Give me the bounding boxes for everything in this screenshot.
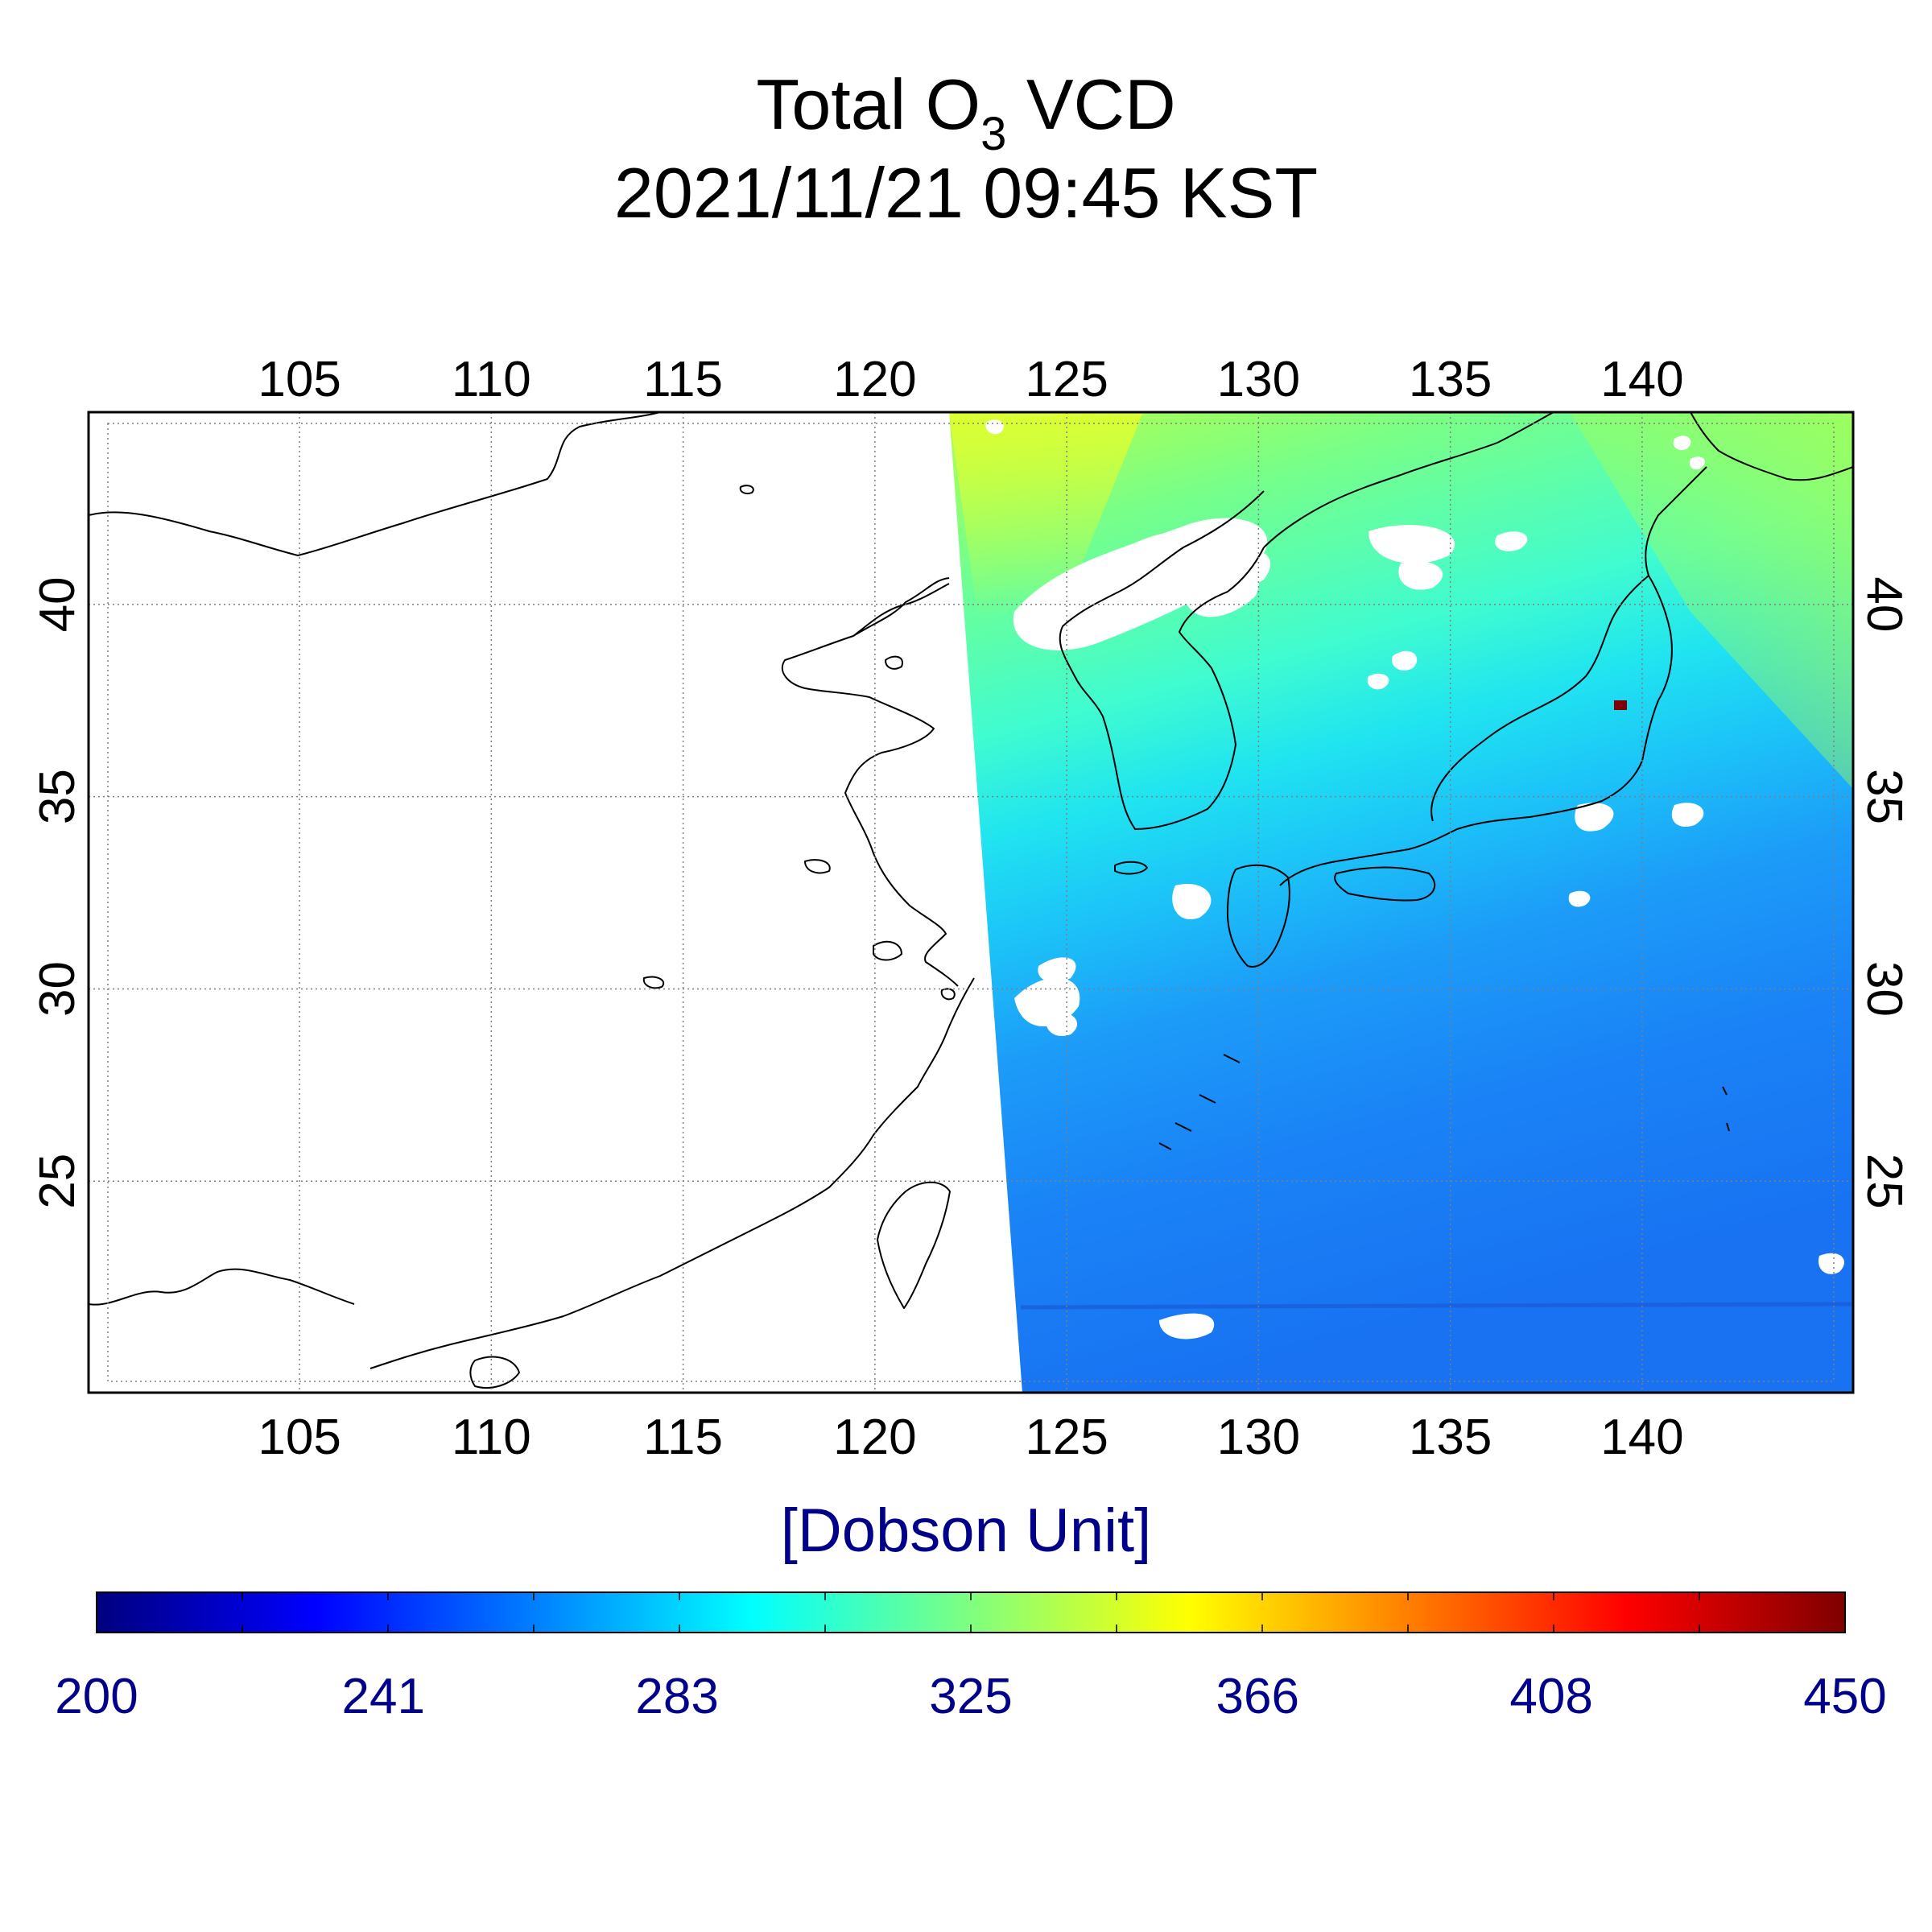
- coastline-sakhalin-hokkaido: [1690, 412, 1853, 481]
- lon-tick-label: 105: [258, 1410, 341, 1465]
- coastline-shikoku: [1334, 866, 1436, 902]
- coastline-izu-islands: [1722, 1086, 1730, 1132]
- ozone-field: [949, 412, 1853, 1393]
- lat-tick-label: 30: [30, 961, 85, 1017]
- satellite-swath: [949, 412, 1853, 1393]
- coastline-jeju: [1114, 861, 1148, 875]
- map-datetime: 2021/11/21 09:45 KST: [613, 153, 1319, 233]
- coastline-inland-lake: [642, 976, 665, 989]
- coastline-liaodong-bohai: [781, 577, 959, 987]
- colorbar: [96, 1591, 1846, 1633]
- lon-tick-label: 130: [1217, 352, 1300, 407]
- lon-tick-label: 125: [1025, 352, 1108, 407]
- lat-tick-label: 25: [1856, 1154, 1912, 1209]
- lon-tick-labels-bottom: 105 110 115 120 125 130 135 140: [258, 1410, 1683, 1465]
- swath-high-ozone-northeast: [1570, 412, 1853, 789]
- colorbar-ticks: [242, 1592, 1700, 1633]
- cloud-patch: [1671, 803, 1704, 828]
- lat-tick-label: 35: [1856, 769, 1912, 824]
- cloud-patch: [1689, 456, 1706, 470]
- cloud-patch: [1367, 673, 1389, 690]
- cloud-patch: [1182, 898, 1203, 915]
- coastline-indochina-north: [89, 1268, 355, 1306]
- coastline-honshu: [1279, 466, 1707, 886]
- swath-scan-line: [1020, 1302, 1853, 1310]
- colorbar-tick-label: 325: [929, 1669, 1013, 1724]
- lon-tick-label: 110: [452, 1410, 531, 1465]
- colorbar-tick-label: 450: [1803, 1669, 1887, 1724]
- cloud-patch: [1013, 518, 1268, 650]
- map-frame: [87, 411, 1855, 1394]
- colorbar-unit-label: [Dobson Unit]: [780, 1496, 1152, 1565]
- map-title: Total O3 VCD: [0, 69, 1932, 158]
- lat-tick-label: 40: [30, 576, 85, 632]
- coastlines: [89, 412, 1853, 1389]
- cloud-patch: [1046, 1012, 1078, 1037]
- lon-tick-label: 140: [1600, 352, 1683, 407]
- coastline-taihu: [873, 940, 902, 961]
- lon-tick-label: 115: [643, 1410, 723, 1465]
- cloud-patch: [1159, 1313, 1215, 1340]
- cloud-patch: [1392, 650, 1418, 671]
- lon-tick-labels-top: 105 110 115 120 125 130 135 140: [258, 352, 1683, 407]
- title-prefix: Total O: [756, 64, 981, 144]
- cloud-patch: [1398, 561, 1443, 590]
- coastline-shandong: [852, 583, 950, 637]
- lon-tick-label: 140: [1600, 1410, 1683, 1465]
- coastline-hainan: [469, 1356, 520, 1389]
- cloud-patch: [1575, 803, 1614, 832]
- graticule: [89, 412, 1853, 1393]
- coastline-honshu-north: [1430, 575, 1649, 822]
- lon-tick-label: 105: [258, 352, 341, 407]
- lon-tick-label: 125: [1025, 1410, 1108, 1465]
- lon-tick-label: 135: [1409, 352, 1492, 407]
- cloud-patch: [985, 419, 1004, 435]
- title-subscript: 3: [980, 108, 1007, 160]
- swath-high-ozone-northwest: [949, 412, 1143, 620]
- coastline-kyushu: [1227, 864, 1290, 968]
- lon-tick-label: 135: [1409, 1410, 1492, 1465]
- coastline-ryukyu: [1158, 1054, 1241, 1150]
- cloud-patch: [1368, 524, 1455, 564]
- lon-tick-label: 120: [833, 352, 916, 407]
- lat-tick-label: 40: [1856, 576, 1912, 632]
- cloud-patch: [1495, 531, 1528, 551]
- lat-tick-label: 25: [30, 1154, 85, 1209]
- coastline-bohai-islands: [885, 655, 903, 670]
- cloud-gaps: [985, 419, 1844, 1340]
- colorbar-tick-label: 366: [1216, 1669, 1299, 1724]
- coastline-taiwan: [877, 1181, 951, 1309]
- coastline-inland-lake: [804, 859, 831, 874]
- colorbar-tick-label: 408: [1509, 1669, 1593, 1724]
- colorbar-tick-label: 200: [55, 1669, 138, 1724]
- lat-tick-labels-right: 25 30 35 40: [1856, 576, 1912, 1208]
- lat-tick-labels-left: 25 30 35 40: [30, 576, 85, 1208]
- title-suffix: VCD: [1006, 64, 1176, 144]
- lat-tick-label: 35: [30, 769, 85, 824]
- cloud-patch: [1568, 890, 1591, 907]
- lon-tick-label: 110: [452, 352, 531, 407]
- coastline-korea: [1059, 490, 1265, 830]
- high-ozone-hotspot: [1614, 700, 1627, 710]
- lon-tick-label: 115: [643, 352, 723, 407]
- graticule-border: [107, 423, 1835, 1382]
- cloud-patch: [1818, 1253, 1844, 1274]
- coastline-inland-lake: [739, 485, 754, 495]
- lon-tick-label: 130: [1217, 1410, 1300, 1465]
- colorbar-tick-label: 283: [635, 1669, 719, 1724]
- coastline-bohai-north: [89, 412, 661, 556]
- cloud-patch: [1111, 530, 1208, 568]
- coastline-southeast-china: [369, 977, 975, 1369]
- lat-tick-label: 30: [1856, 961, 1912, 1017]
- coastline-russia-far-east: [1263, 412, 1554, 548]
- lon-tick-label: 120: [833, 1410, 916, 1465]
- cloud-patch: [1673, 436, 1691, 451]
- colorbar-tick-label: 241: [341, 1669, 425, 1724]
